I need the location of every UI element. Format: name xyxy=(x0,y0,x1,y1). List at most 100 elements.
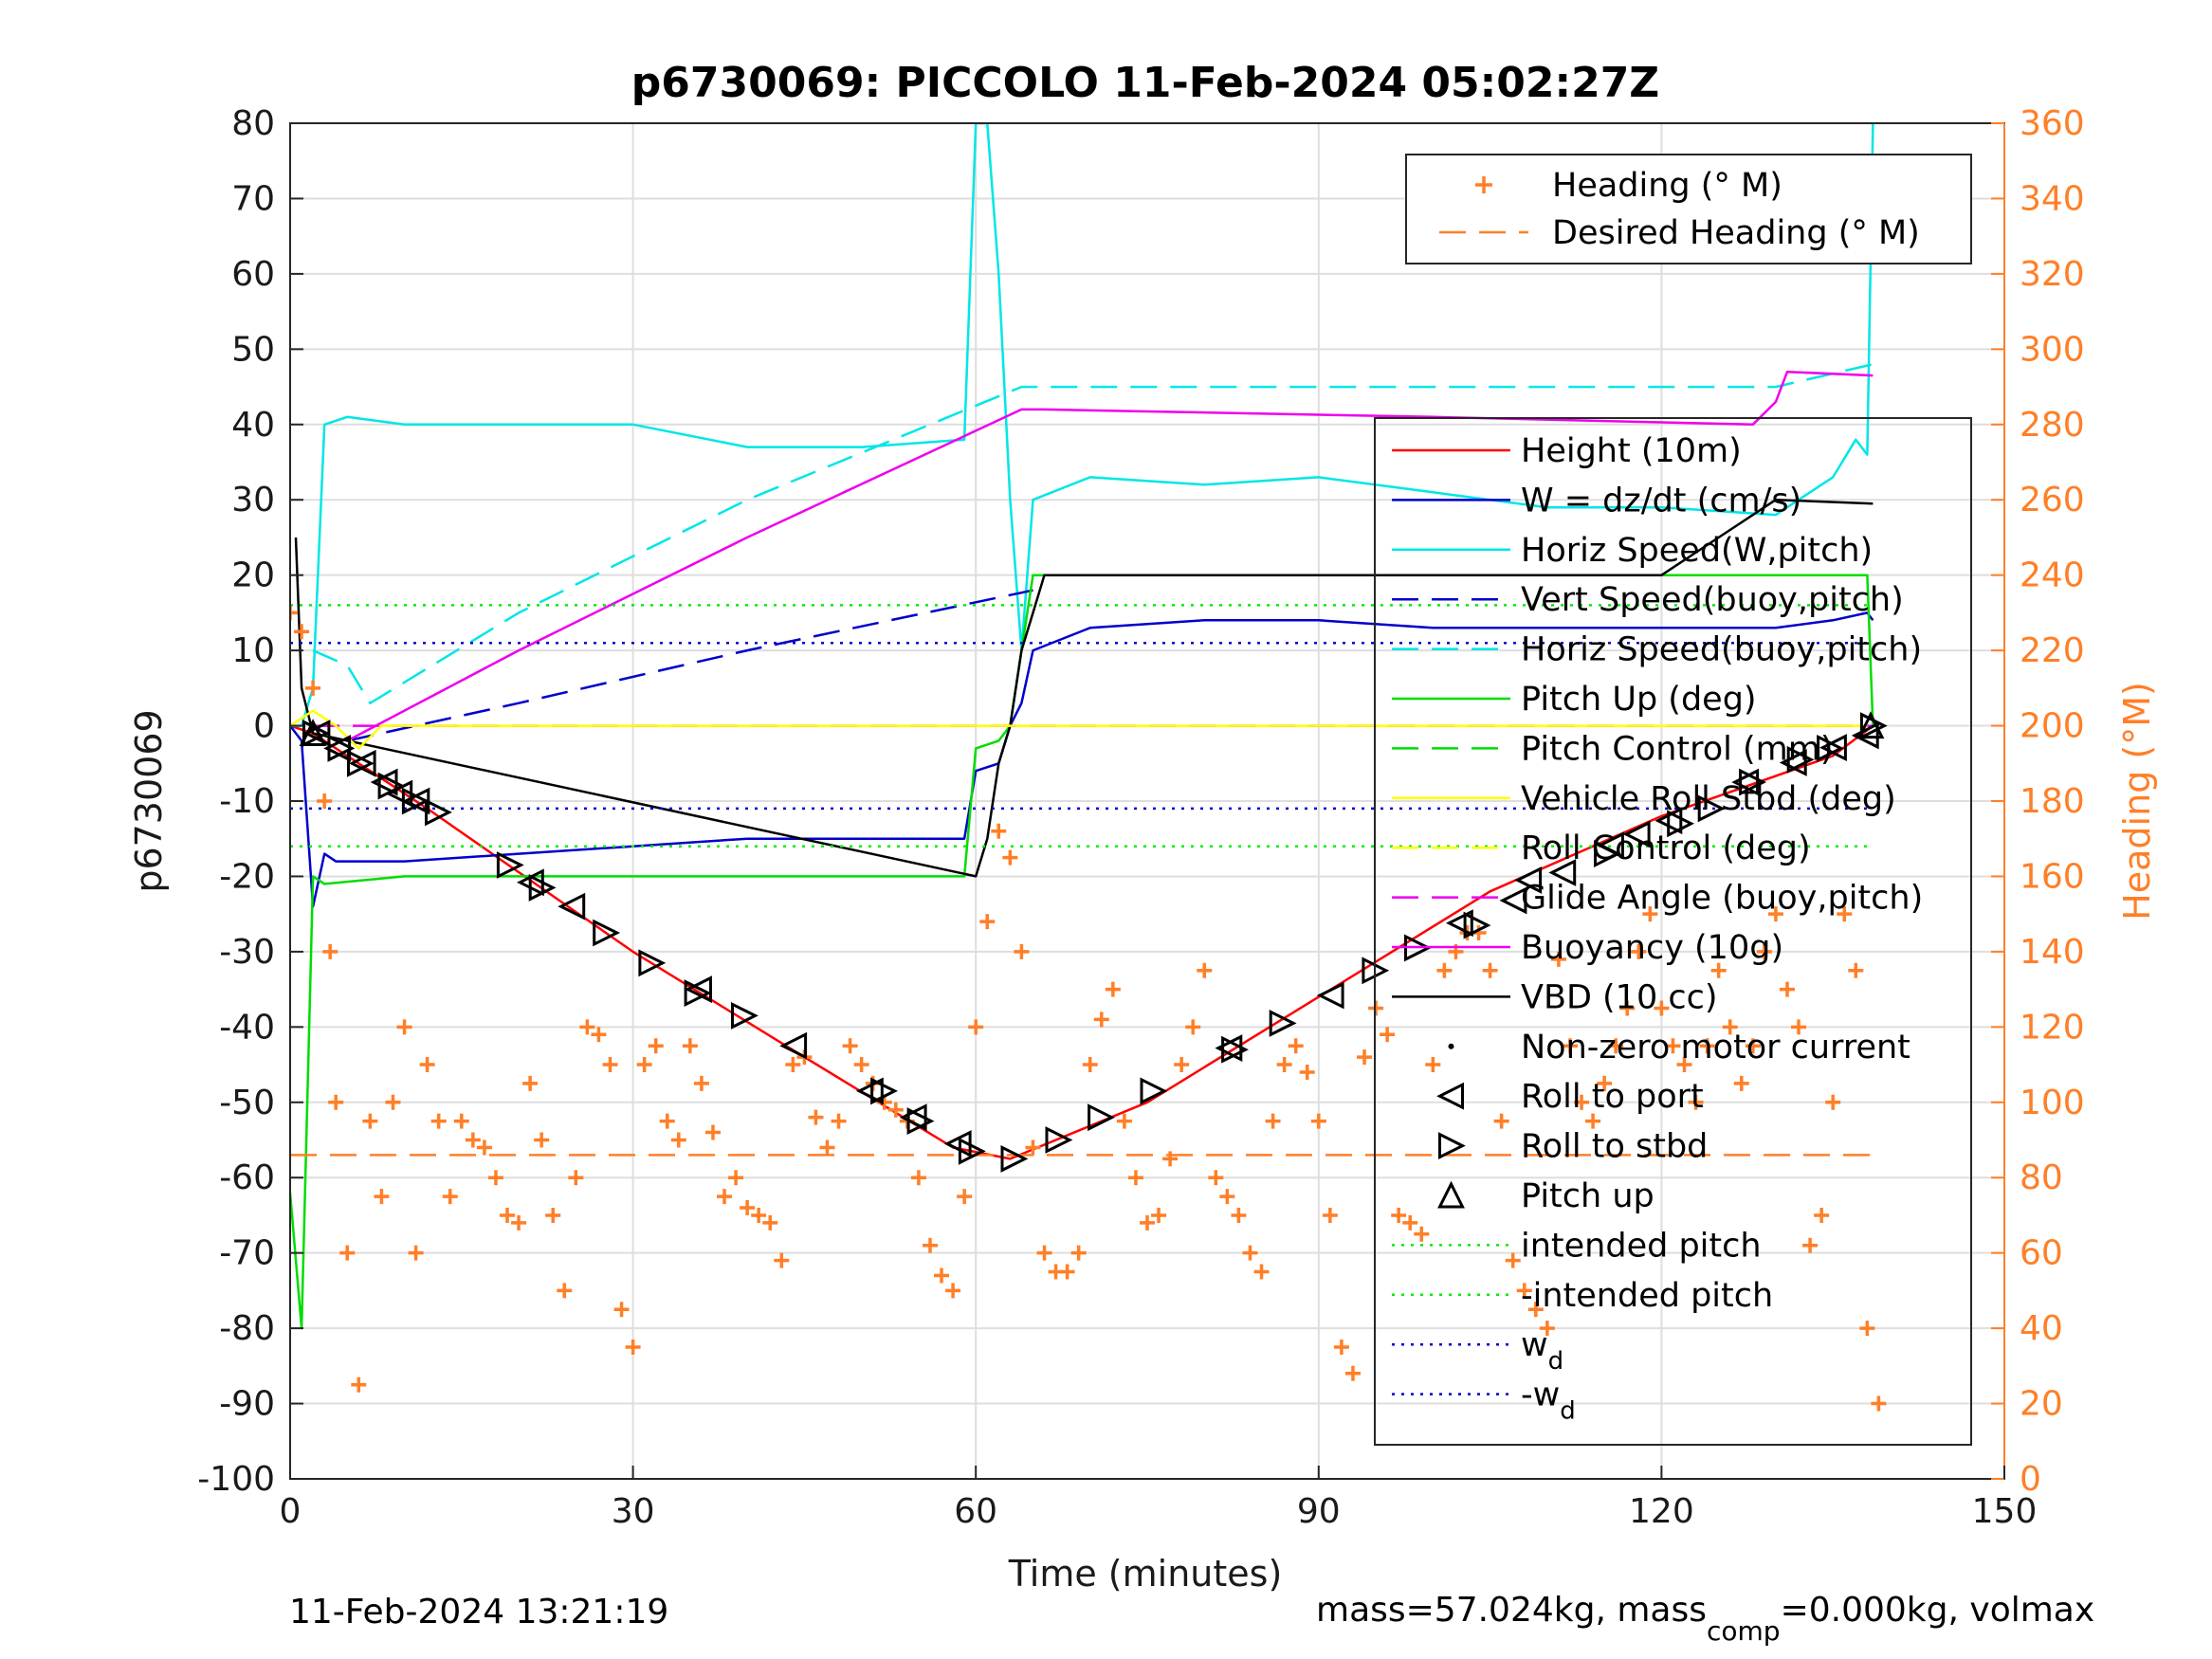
heading-plus-marker xyxy=(991,823,1007,839)
y-tick-label: -90 xyxy=(219,1385,275,1424)
roll-stbd-marker xyxy=(731,1001,759,1030)
roll-stbd-marker xyxy=(1786,745,1815,774)
heading-plus-marker xyxy=(1516,1283,1532,1299)
heading-plus-marker xyxy=(1253,1264,1270,1280)
y-tick-label: -30 xyxy=(219,933,275,972)
heading-plus-marker xyxy=(693,1075,709,1091)
heading-plus-marker xyxy=(1380,1027,1396,1043)
heading-plus-marker xyxy=(487,1170,503,1186)
heading-plus-marker xyxy=(1745,1038,1761,1054)
heading-plus-marker xyxy=(887,1102,904,1118)
y2-tick-label: 300 xyxy=(2020,330,2085,369)
roll-stbd-marker xyxy=(528,873,557,902)
heading-plus-marker xyxy=(322,943,338,959)
y-tick-label: -80 xyxy=(219,1309,275,1348)
heading-plus-marker xyxy=(1402,1214,1418,1231)
heading-plus-marker xyxy=(1242,1245,1258,1261)
legend-label: VBD (10 cc) xyxy=(1521,978,1718,1016)
y2-tick-label: 360 xyxy=(2020,104,2085,143)
heading-plus-marker xyxy=(808,1109,824,1125)
pitch-up-marker xyxy=(1856,711,1885,739)
roll-port-marker xyxy=(348,749,376,777)
legend-label-main: Non-zero motor current xyxy=(1521,1029,1910,1066)
heading-plus-marker xyxy=(1654,1000,1670,1016)
heading-plus-marker xyxy=(1219,1189,1235,1205)
heading-plus-marker xyxy=(1825,1094,1841,1110)
y2-tick-label: 60 xyxy=(2020,1234,2063,1273)
heading-plus-marker xyxy=(1527,1302,1544,1318)
y2-tick-label: 240 xyxy=(2020,556,2085,595)
heading-plus-marker xyxy=(842,1038,858,1054)
y2-tick-label: 40 xyxy=(2020,1309,2063,1348)
y-tick-label: -20 xyxy=(219,857,275,896)
roll-stbd-marker xyxy=(347,749,375,777)
heading-plus-marker xyxy=(1151,1207,1167,1223)
legend-label: Vehicle Roll Stbd (deg) xyxy=(1521,780,1896,818)
roll-port-marker xyxy=(1316,981,1344,1010)
y2-tick-label: 80 xyxy=(2020,1158,2063,1197)
series-buoyancy-10g xyxy=(346,370,1874,742)
heading-plus-marker xyxy=(1093,1012,1109,1028)
heading-plus-marker xyxy=(1562,1038,1578,1054)
roll-stbd-marker xyxy=(1594,840,1621,868)
y-tick-label: 40 xyxy=(231,406,275,445)
heading-plus-marker xyxy=(819,1139,835,1156)
roll-stbd-marker xyxy=(1697,794,1726,823)
heading-plus-marker xyxy=(465,1132,481,1148)
right-axis-ticks: 3603403203002802602402202001801601401201… xyxy=(1991,104,2085,1499)
heading-plus-marker xyxy=(1368,1000,1384,1016)
heading-plus-marker xyxy=(1231,1207,1247,1223)
heading-plus-marker xyxy=(1642,906,1658,922)
y2-tick-label: 160 xyxy=(2020,857,2085,896)
roll-stbd-marker xyxy=(1817,734,1844,762)
x-axis-ticks: 0 30 60 90 120 150 xyxy=(280,1466,2037,1531)
series-layer xyxy=(290,123,1887,1412)
legend-label: -wd xyxy=(1521,1376,1576,1426)
legend-label: Horiz Speed(W,pitch) xyxy=(1521,532,1873,570)
roll-stbd-marker xyxy=(377,772,406,800)
heading-plus-marker xyxy=(1436,962,1453,978)
legend-label-main: Pitch up xyxy=(1521,1177,1654,1215)
y-tick-label: 0 xyxy=(253,707,275,746)
legend-sample-dot xyxy=(1448,1043,1454,1049)
footer-timestamp: 11-Feb-2024 13:21:19 xyxy=(289,1593,668,1632)
roll-stbd-marker xyxy=(684,979,712,1008)
y2-tick-label: 140 xyxy=(2020,933,2085,972)
roll-stbd-marker xyxy=(593,919,621,947)
heading-plus-marker xyxy=(1814,1207,1830,1223)
y2-tick-label: 320 xyxy=(2020,255,2085,294)
heading-plus-marker xyxy=(1425,1057,1441,1073)
roll-port-marker xyxy=(1731,768,1760,796)
legend-label: W = dz/dt (cm/s) xyxy=(1521,482,1801,520)
heading-plus-marker xyxy=(408,1245,424,1261)
heading-plus-marker xyxy=(1414,1226,1430,1242)
legend-sample-marker-up xyxy=(1437,1180,1465,1209)
roll-port-marker xyxy=(1499,886,1527,915)
heading-plus-marker xyxy=(1733,1075,1749,1091)
heading-plus-marker xyxy=(785,1057,801,1073)
heading-plus-marker xyxy=(717,1189,733,1205)
heading-plus-marker xyxy=(831,1113,847,1129)
legend-sample-marker-left xyxy=(1436,1082,1464,1110)
roll-stbd-marker xyxy=(1140,1077,1168,1105)
heading-legend-label: Desired Heading (° M) xyxy=(1552,214,1920,252)
roll-stbd-marker xyxy=(1000,1144,1029,1173)
heading-plus-marker xyxy=(511,1214,527,1231)
footer-mass-prefix: mass=57.024kg, mass xyxy=(1316,1591,1707,1630)
x-tick-label: 0 xyxy=(280,1492,302,1531)
legend-label: Pitch up xyxy=(1521,1177,1654,1215)
heading-plus-marker xyxy=(1276,1057,1292,1073)
main-legend: Height (10m) W = dz/dt (cm/s) Horiz Speed(… xyxy=(1374,417,1972,1446)
heading-plus-marker xyxy=(374,1189,390,1205)
series-horiz-speed-buoy-pitch xyxy=(312,362,1874,704)
heading-plus-marker xyxy=(1197,962,1213,978)
heading-plus-marker xyxy=(1779,981,1795,997)
heading-plus-marker xyxy=(1688,1094,1704,1110)
heading-plus-marker xyxy=(1859,1321,1875,1337)
heading-plus-marker xyxy=(1597,1075,1613,1091)
roll-stbd-marker xyxy=(1463,911,1491,939)
heading-plus-marker xyxy=(1174,1057,1190,1073)
heading-plus-marker xyxy=(476,1139,492,1156)
roll-port-marker xyxy=(1514,866,1543,894)
legend-label-sub: d xyxy=(1548,1347,1564,1376)
